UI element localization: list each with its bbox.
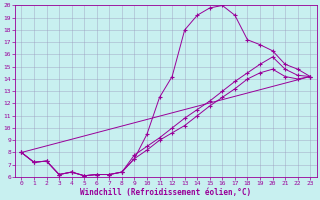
X-axis label: Windchill (Refroidissement éolien,°C): Windchill (Refroidissement éolien,°C) — [80, 188, 252, 197]
